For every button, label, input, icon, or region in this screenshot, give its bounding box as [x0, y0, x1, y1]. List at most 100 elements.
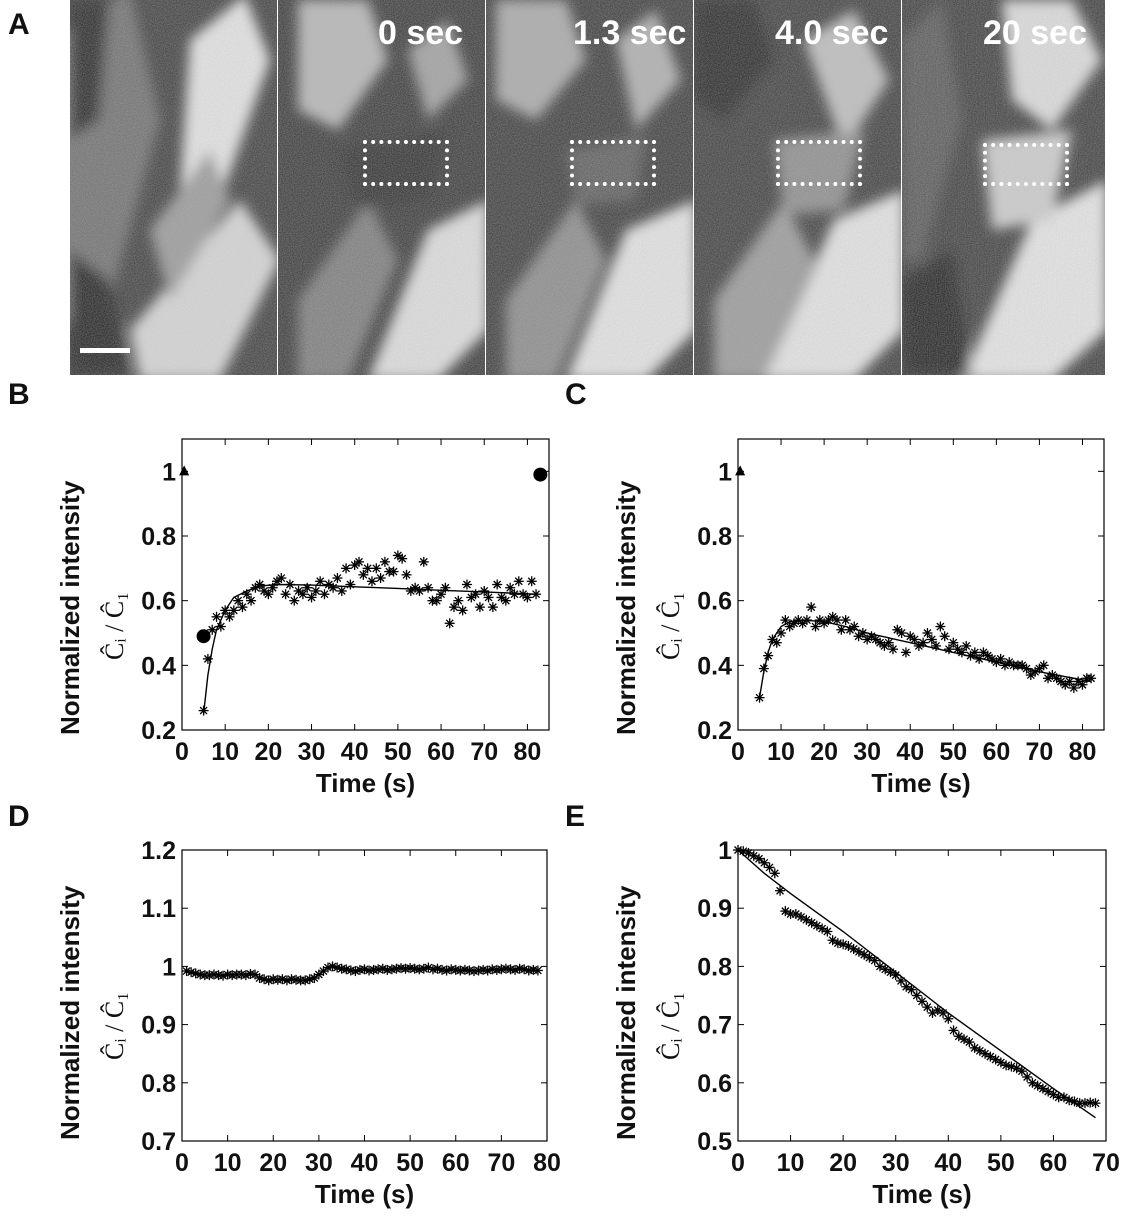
data-point-c-3	[767, 634, 778, 645]
data-point-c-33	[896, 628, 907, 638]
chart-c-plot: 0 10 20 30 40 50 60 70 80 0.2 0.4 0.6 0.8 1 Time (s)	[697, 438, 1105, 798]
data-point-b-60	[457, 605, 468, 616]
data-point-c-12	[806, 602, 817, 613]
data-point-b-57	[444, 618, 455, 629]
x-tick-label-b-8: 80	[514, 738, 542, 766]
panel-label-d: D	[8, 800, 30, 833]
y-tick-label-c-0: 0.2	[697, 717, 732, 745]
time-label-0: 0 sec	[378, 14, 464, 52]
data-point-b-32	[336, 585, 347, 596]
x-tick-label-d-3: 30	[305, 1149, 333, 1177]
bleach-roi-3	[983, 143, 1069, 186]
data-point-b-77	[531, 589, 542, 600]
data-point-c-37	[913, 640, 924, 651]
y-tick-label-b-1: 0.4	[141, 652, 176, 680]
y-tick-label-e-2: 0.7	[697, 1012, 732, 1040]
data-point-b-54	[431, 595, 442, 606]
x-tick-label-d-8: 80	[533, 1149, 561, 1177]
x-tick-label-e-6: 60	[1040, 1149, 1068, 1177]
panel-label-e: E	[565, 800, 586, 833]
micrograph-frame-1-3	[486, 0, 693, 375]
micrograph-frame-4-0	[694, 0, 901, 375]
data-point-b-20	[284, 579, 295, 590]
data-point-c-31	[888, 644, 899, 655]
x-tick-label-d-0: 0	[175, 1149, 189, 1177]
data-point-b-68	[492, 579, 503, 590]
x-tick-label-b-1: 10	[211, 738, 239, 766]
data-point-c-77	[1086, 673, 1097, 684]
x-tick-label-c-6: 60	[982, 738, 1010, 766]
data-point-e-21	[843, 941, 854, 952]
data-point-b-1	[202, 653, 213, 664]
chart-c: 0 10 20 30 40 50 60 70 80 0.2 0.4 0.6 0.8 1 Time (s)	[560, 380, 1128, 800]
data-point-c-62	[1021, 663, 1032, 674]
plot-frame-d	[181, 849, 548, 1142]
x-tick-label-b-6: 60	[427, 738, 455, 766]
data-point-b-10	[241, 589, 252, 600]
chart-e-plot: 0 10 20 30 40 50 60 70 0.5 0.6 0.7 0.8 0.9 1 Time (s)	[697, 837, 1120, 1209]
x-tick-label-e-5: 50	[987, 1149, 1015, 1177]
x-tick-label-d-4: 40	[351, 1149, 379, 1177]
data-point-b-19	[280, 589, 291, 600]
data-point-b-41	[375, 573, 386, 584]
y-tick-label-c-2: 0.6	[697, 588, 732, 616]
x-tick-label-e-0: 0	[731, 1149, 745, 1177]
x-tick-label-d-2: 20	[259, 1149, 287, 1177]
data-point-b-72	[509, 589, 520, 600]
data-point-c-28	[875, 637, 886, 648]
x-tick-label-d-7: 70	[487, 1149, 515, 1177]
data-point-b-2	[207, 624, 218, 635]
y-tick-label-b-3: 0.8	[141, 523, 176, 551]
data-point-b-46	[397, 553, 408, 564]
data-point-c-71	[1060, 679, 1071, 690]
data-point-c-22	[849, 621, 860, 632]
data-point-c-52	[978, 647, 989, 658]
data-point-b-75	[522, 592, 533, 603]
data-point-c-19	[836, 624, 847, 635]
data-point-d-17	[259, 974, 270, 985]
data-point-b-25	[306, 592, 317, 603]
data-point-b-15	[263, 589, 274, 600]
time-label-2: 4.0 sec	[775, 14, 889, 52]
x-tick-label-c-2: 20	[810, 738, 838, 766]
plot-frame-c	[737, 438, 1105, 731]
micrograph-frame-0	[278, 0, 485, 375]
plot-frame-e	[737, 849, 1107, 1142]
micrograph-frame-prebleach	[70, 0, 277, 375]
y-tick-label-e-1: 0.6	[697, 1070, 732, 1098]
data-point-c-24	[857, 628, 868, 638]
data-point-b-44	[388, 566, 399, 577]
y-tick-label-d-3: 1	[162, 953, 176, 981]
x-tick-label-d-6: 60	[442, 1149, 470, 1177]
data-point-c-45	[948, 637, 959, 648]
data-point-c-18	[832, 615, 843, 626]
x-tick-label-b-2: 20	[254, 738, 282, 766]
x-tick-label-d-1: 10	[214, 1149, 242, 1177]
panel-label-c: C	[565, 378, 587, 411]
y-tick-label-e-5: 1	[718, 837, 732, 865]
x-tick-label-e-4: 40	[934, 1149, 962, 1177]
time-label-3: 20 sec	[983, 14, 1087, 52]
data-point-c-10	[797, 618, 808, 629]
data-point-c-13	[810, 621, 821, 632]
y-tick-label-b-2: 0.6	[141, 588, 176, 616]
y-tick-label-c-4: 1	[718, 458, 732, 486]
x-tick-label-e-2: 20	[829, 1149, 857, 1177]
data-point-c-5	[776, 628, 787, 638]
data-point-b-5	[220, 605, 231, 616]
data-point-c-41	[931, 640, 942, 651]
y-tick-label-d-0: 0.7	[141, 1128, 176, 1156]
y-tick-label-e-4: 0.9	[697, 895, 732, 923]
data-point-d-33	[332, 962, 343, 973]
data-point-b-65	[479, 585, 490, 596]
x-tick-label-b-7: 70	[470, 738, 498, 766]
data-point-c-11	[801, 615, 812, 626]
data-point-e-68	[1090, 1098, 1101, 1109]
x-tick-label-c-7: 70	[1026, 738, 1054, 766]
micrograph-frame-20	[902, 0, 1105, 375]
data-point-b-58	[449, 602, 460, 613]
data-point-b-33	[341, 563, 352, 574]
x-tick-label-c-0: 0	[731, 738, 745, 766]
y-tick-label-c-1: 0.4	[697, 652, 732, 680]
data-point-b-16	[267, 582, 278, 593]
